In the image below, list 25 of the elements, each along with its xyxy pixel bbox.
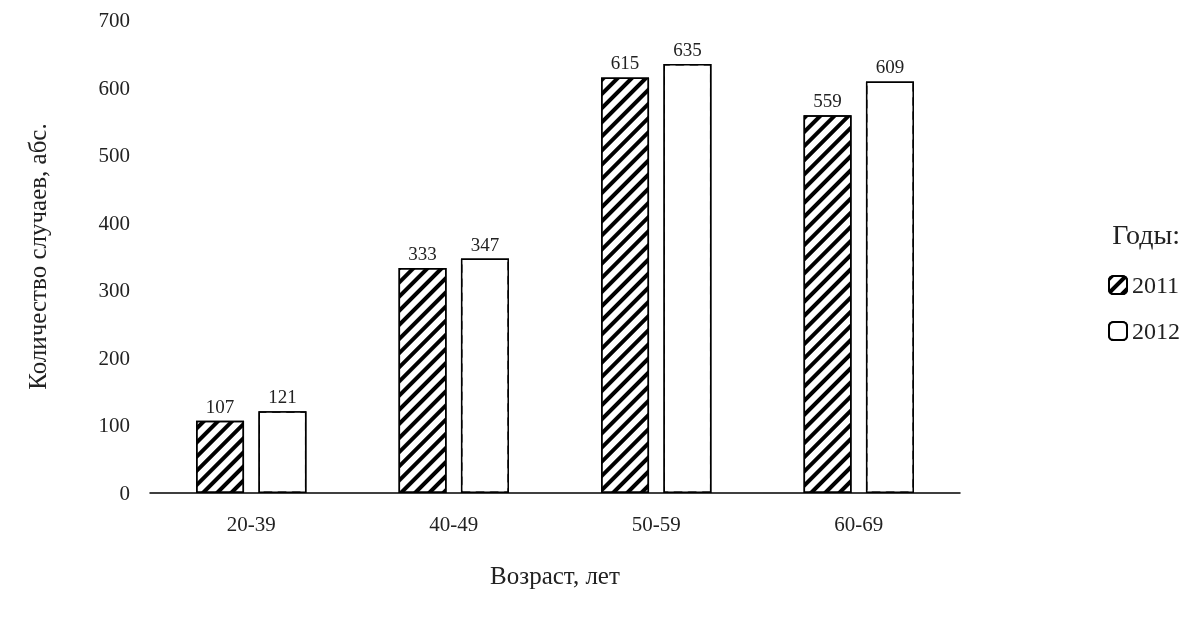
data-label: 615	[610, 52, 640, 74]
data-label: 559	[813, 90, 842, 112]
x-axis-title: Возраст, лет	[490, 562, 620, 589]
y-tick-label: 600	[98, 75, 130, 100]
y-axis-title: Количество случаев, абс.	[24, 123, 51, 390]
y-tick-label: 100	[98, 413, 130, 438]
y-tick-label: 200	[98, 345, 130, 370]
y-tick-label: 500	[98, 143, 130, 168]
data-label: 347	[470, 233, 500, 255]
y-tick-label: 300	[98, 278, 130, 303]
y-tick-label: 700	[98, 8, 130, 32]
x-tick-label: 60-69	[834, 511, 884, 536]
legend-label: 2011	[1132, 272, 1180, 298]
x-tick-label: 50-59	[631, 511, 681, 536]
y-tick-label: 0	[119, 481, 130, 505]
data-label: 333	[408, 242, 437, 264]
legend-label: 2012	[1132, 318, 1180, 344]
data-label: 107	[205, 395, 235, 417]
legend-title: Годы:	[1112, 218, 1181, 250]
x-tick-label: 20-39	[226, 511, 276, 536]
x-tick-label: 40-49	[429, 511, 479, 536]
data-label: 609	[875, 56, 905, 78]
data-label: 121	[268, 386, 297, 408]
y-tick-label: 400	[98, 210, 130, 235]
data-label: 635	[673, 38, 702, 60]
